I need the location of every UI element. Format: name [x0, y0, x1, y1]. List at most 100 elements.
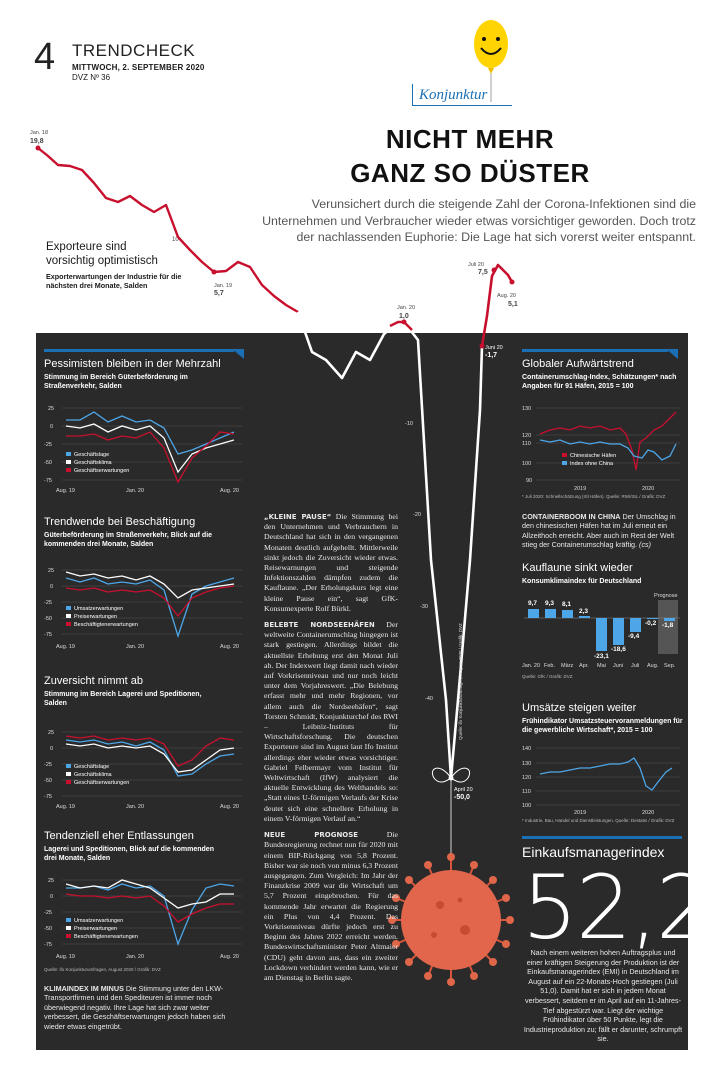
lead-text: Verunsichert durch die steigende Zahl de…	[262, 197, 696, 244]
main-point-jun20	[479, 343, 485, 349]
konsum-val-0: 9,7	[528, 600, 537, 607]
left-text-lead: KLIMAINDEX IM MINUS	[44, 984, 124, 993]
c1-line-geschaeftsklima	[65, 423, 235, 474]
c4-x-2: Aug. 20	[220, 954, 239, 960]
c1-line-geschaeftslage	[66, 411, 235, 455]
c3-tick-2: -25	[44, 762, 52, 768]
main-line-red-2	[389, 320, 413, 331]
main-lbl-aug20-date: Aug. 20	[497, 293, 516, 299]
c3-x-2: Aug. 20	[220, 804, 239, 810]
body-para-1-lead: „KLEINE PAUSE“	[264, 513, 332, 521]
china-text-sig: (cs)	[637, 540, 652, 550]
chart3-subtitle: Stimmung im Bereich Lagerei und Speditio…	[44, 691, 202, 707]
konsum-bar-mar	[562, 610, 573, 618]
body-para-3: NEUE PROGNOSE Die Bundesregierung rechne…	[264, 830, 398, 983]
main-tick-m30: -30	[420, 604, 428, 610]
konsum-title: Kauflaune sinkt wieder	[522, 562, 633, 574]
main-point-jan20	[401, 319, 407, 325]
main-lbl-jan19-date: Jan. 19	[214, 283, 232, 289]
konsum-bar-feb	[545, 609, 556, 618]
c2-line-beschaeftigte	[65, 585, 235, 618]
um-tick-4: 100	[522, 803, 531, 809]
smiley-eye-icon	[482, 37, 486, 41]
konsum-val-4: -23,1	[594, 653, 609, 660]
um-line	[539, 757, 673, 791]
main-chart-subtitle: Exporterwartungen der Industrie für die …	[46, 272, 182, 290]
c4-leg-1: Preiserwartungen	[74, 926, 117, 932]
china-text: CONTAINERBOOM IN CHINA Der Umschlag in d…	[522, 512, 684, 550]
c2-leg-0: Umsatzerwartungen	[74, 606, 123, 612]
c2-tick-2: -25	[44, 600, 52, 606]
left-text-body: Die Stimmung unter den LKW-Transportfirm…	[44, 984, 226, 1031]
gl-leg-sw-0	[562, 453, 567, 457]
left-accent-tab	[232, 349, 244, 359]
c1-leg-sw-1	[66, 460, 71, 464]
einkauf-accent-bar	[522, 836, 682, 839]
konsum-cat-1: Feb.	[544, 663, 555, 669]
umsatz-subtitle: Frühindikator Umsatzsteuervoranmeldungen…	[522, 718, 683, 734]
c4-leg-2: Beschäftigtenerwartungen	[74, 934, 138, 940]
c3-line-erwartungen	[65, 735, 235, 767]
c2-x-2: Aug. 20	[220, 644, 239, 650]
c2-leg-1: Preiserwartungen	[74, 614, 117, 620]
main-point-jan18	[35, 145, 41, 151]
body-para-3-text: Die Bundesregierung rechnet nun für 2020…	[264, 830, 398, 982]
main-lbl-jan18-date: Jan. 18	[30, 130, 48, 136]
gl-line-ohne-china	[539, 439, 677, 461]
c2-tick-3: -50	[44, 616, 52, 622]
dark-panel	[36, 333, 688, 1050]
main-chart-source: Quelle: ifo Konjunkturumfragen, August 2…	[458, 623, 463, 740]
c4-x-1: Jan. 20	[126, 954, 144, 960]
um-tick-0: 140	[522, 746, 531, 752]
issue-date: MITTWOCH, 2. SEPTEMBER 2020	[72, 63, 205, 72]
c2-leg-sw-1	[66, 614, 71, 618]
gl-leg-1: Index ohne China	[570, 461, 614, 467]
c2-line-preis	[65, 571, 235, 599]
main-lbl-jan20-date: Jan. 20	[397, 305, 415, 311]
left-accent-bar	[44, 349, 234, 352]
konsum-bar-aug	[647, 618, 658, 619]
gl-leg-sw-1	[562, 461, 567, 465]
c2-leg-sw-0	[66, 606, 71, 610]
konsum-bar-apr	[579, 616, 590, 618]
konsum-cat-8: Sep.	[664, 663, 676, 669]
c2-tick-4: -75	[44, 632, 52, 638]
main-lbl-jul20-date: Juli 20	[468, 262, 484, 268]
konsum-bar-sep	[664, 618, 675, 621]
konsum-bar-mai	[596, 618, 607, 651]
c3-leg-1: Geschäftsklima	[74, 772, 113, 778]
gl-tick-1: 120	[522, 433, 531, 439]
c3-x-1: Jan. 20	[126, 804, 144, 810]
main-chart-title: Exporteure sind vorsichtig optimistisch	[46, 240, 158, 268]
c1-leg-0: Geschäftslage	[74, 452, 109, 458]
c1-line-erwartungen	[66, 431, 235, 484]
body-para-2-lead: BELEBTE NORDSEEHÄFEN	[264, 621, 375, 630]
gl-x-0: 2019	[574, 486, 586, 492]
c2-x-0: Aug. 19	[56, 644, 75, 650]
main-tick-m10: -10	[405, 421, 413, 427]
umsatz-title: Umsätze steigen weiter	[522, 702, 637, 714]
headline-line-2: GANZ SO DÜSTER	[350, 158, 590, 188]
c2-leg-sw-2	[66, 622, 71, 626]
kicker-label: Konjunktur	[412, 84, 512, 106]
konsum-subtitle: Konsumklimaindex für Deutschland	[522, 578, 642, 585]
konsum-cat-7: Aug.	[647, 663, 659, 669]
c4-tick-3: -50	[44, 926, 52, 932]
china-text-body: Der Umschlag in den chinesischen Häfen h…	[522, 512, 676, 550]
konsum-val-1: 9,3	[545, 600, 554, 607]
konsum-val-2: 8,1	[562, 601, 571, 608]
left-source: Quelle: ifo Konjunkturumfragen, August 2…	[44, 967, 161, 972]
konsum-cat-0: Jan. 20	[522, 663, 540, 669]
headline: NICHT MEHR GANZ SO DÜSTER	[300, 122, 640, 190]
c2-tick-0: 25	[48, 568, 54, 574]
body-para-1-text: Die Stimmung bei den Unternehmen und Ver…	[264, 512, 398, 613]
um-x-0: 2019	[574, 810, 586, 816]
gl-tick-0: 130	[522, 406, 531, 412]
c4-line-preis	[65, 879, 234, 909]
konsum-val-5: -18,6	[611, 646, 626, 653]
main-lbl-jun20-date: Juni 20	[485, 345, 503, 351]
c3-tick-1: 0	[50, 746, 53, 752]
c3-leg-sw-1	[66, 772, 71, 776]
c1-leg-2: Geschäftserwartungen	[74, 468, 129, 474]
chart1-title: Pessimisten bleiben in der Mehrzahl	[44, 358, 221, 370]
